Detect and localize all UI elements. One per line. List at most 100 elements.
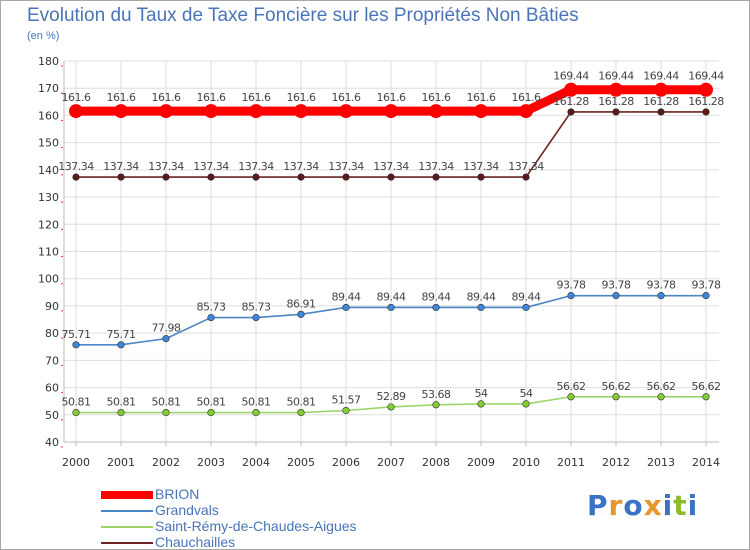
data-label: 161.28 [688, 95, 724, 108]
data-label: 56.62 [647, 380, 676, 393]
data-label: 137.34 [463, 160, 499, 173]
logo-letter: o [623, 489, 644, 522]
data-label: 93.78 [647, 279, 676, 292]
data-point [249, 104, 263, 119]
chart-title: Evolution du Taux de Taxe Foncière sur l… [27, 5, 579, 26]
logo-letter: P [587, 489, 609, 522]
data-label: 169.44 [643, 70, 679, 83]
logo-letter: i [687, 489, 699, 522]
data-label: 50.81 [152, 396, 181, 409]
x-tick-label: 2013 [647, 456, 675, 469]
y-tick-label: 130 [38, 191, 59, 204]
data-label: 161.6 [62, 91, 91, 104]
y-tick-label: 150 [38, 137, 59, 150]
data-label: 137.34 [238, 160, 274, 173]
legend-swatch [101, 510, 153, 512]
data-label: 169.44 [688, 70, 724, 83]
data-point [522, 173, 530, 181]
legend-label: Chauchailles [155, 534, 236, 550]
data-label: 137.34 [418, 160, 454, 173]
x-tick-label: 2009 [467, 456, 495, 469]
data-point [297, 173, 305, 181]
data-point [207, 173, 215, 181]
y-tick-label: 70 [45, 354, 59, 367]
logo-letter: r [608, 489, 624, 522]
data-point [72, 341, 80, 349]
data-point [162, 335, 170, 343]
data-point [297, 408, 305, 417]
data-label: 137.34 [373, 160, 409, 173]
proxiti-logo: Proxiti [587, 489, 698, 522]
data-label: 169.44 [598, 70, 634, 83]
data-label: 137.34 [508, 160, 544, 173]
data-label: 161.6 [377, 91, 406, 104]
data-point [519, 104, 533, 119]
data-label: 89.44 [332, 290, 361, 303]
data-label: 89.44 [512, 290, 541, 303]
logo-letter: t [673, 489, 688, 522]
data-label: 161.28 [643, 95, 679, 108]
logo-letter: i [662, 489, 674, 522]
x-tick-label: 2014 [692, 456, 720, 469]
data-point [699, 82, 713, 97]
data-label: 161.6 [287, 91, 316, 104]
x-tick-label: 2007 [377, 456, 405, 469]
legend-item: Grandvals [101, 502, 441, 519]
data-label: 50.81 [107, 396, 136, 409]
x-tick-label: 2006 [332, 456, 360, 469]
data-point [342, 303, 350, 312]
data-point [339, 104, 353, 119]
data-point [117, 341, 125, 349]
legend-label: Grandvals [155, 502, 219, 518]
data-label: 161.6 [242, 91, 271, 104]
x-tick-label: 2004 [242, 456, 270, 469]
data-label: 161.28 [598, 95, 634, 108]
data-point [657, 108, 665, 116]
data-label: 169.44 [553, 70, 589, 83]
x-tick-label: 2002 [152, 456, 180, 469]
y-tick-label: 180 [38, 55, 59, 68]
y-tick-label: 110 [38, 246, 59, 259]
data-label: 86.91 [287, 297, 316, 310]
data-label: 85.73 [197, 301, 226, 314]
data-label: 161.6 [332, 91, 361, 104]
data-point [432, 303, 440, 312]
legend-swatch [101, 491, 153, 499]
data-point [162, 408, 170, 417]
data-point [252, 173, 260, 181]
data-label: 56.62 [557, 380, 586, 393]
data-point [654, 82, 668, 97]
x-tick-label: 2000 [62, 456, 90, 469]
data-label: 93.78 [602, 279, 631, 292]
data-label: 89.44 [467, 290, 496, 303]
x-tick-label: 2008 [422, 456, 450, 469]
data-label: 137.34 [328, 160, 364, 173]
data-label: 93.78 [557, 279, 586, 292]
y-tick-label: 50 [45, 409, 59, 422]
data-label: 93.78 [692, 279, 721, 292]
data-point [477, 400, 485, 408]
y-tick-label: 100 [38, 273, 59, 286]
data-point [522, 303, 530, 312]
y-tick-label: 160 [38, 109, 59, 122]
y-tick-label: 170 [38, 82, 59, 95]
data-label: 85.73 [242, 301, 271, 314]
legend-label: Saint-Rémy-de-Chaudes-Aigues [155, 518, 357, 534]
data-label: 161.6 [197, 91, 226, 104]
data-label: 51.57 [332, 394, 361, 407]
data-point [477, 303, 485, 312]
data-point [114, 104, 128, 119]
data-point [657, 292, 665, 300]
y-tick-label: 120 [38, 218, 59, 231]
legend-label: BRION [155, 486, 200, 502]
x-tick-label: 2011 [557, 456, 585, 469]
data-point [567, 292, 575, 300]
data-label: 75.71 [62, 328, 91, 341]
legend-swatch [101, 526, 153, 528]
data-label: 54 [520, 387, 533, 400]
data-label: 77.98 [152, 322, 181, 335]
data-label: 161.6 [107, 91, 136, 104]
x-tick-label: 2005 [287, 456, 315, 469]
